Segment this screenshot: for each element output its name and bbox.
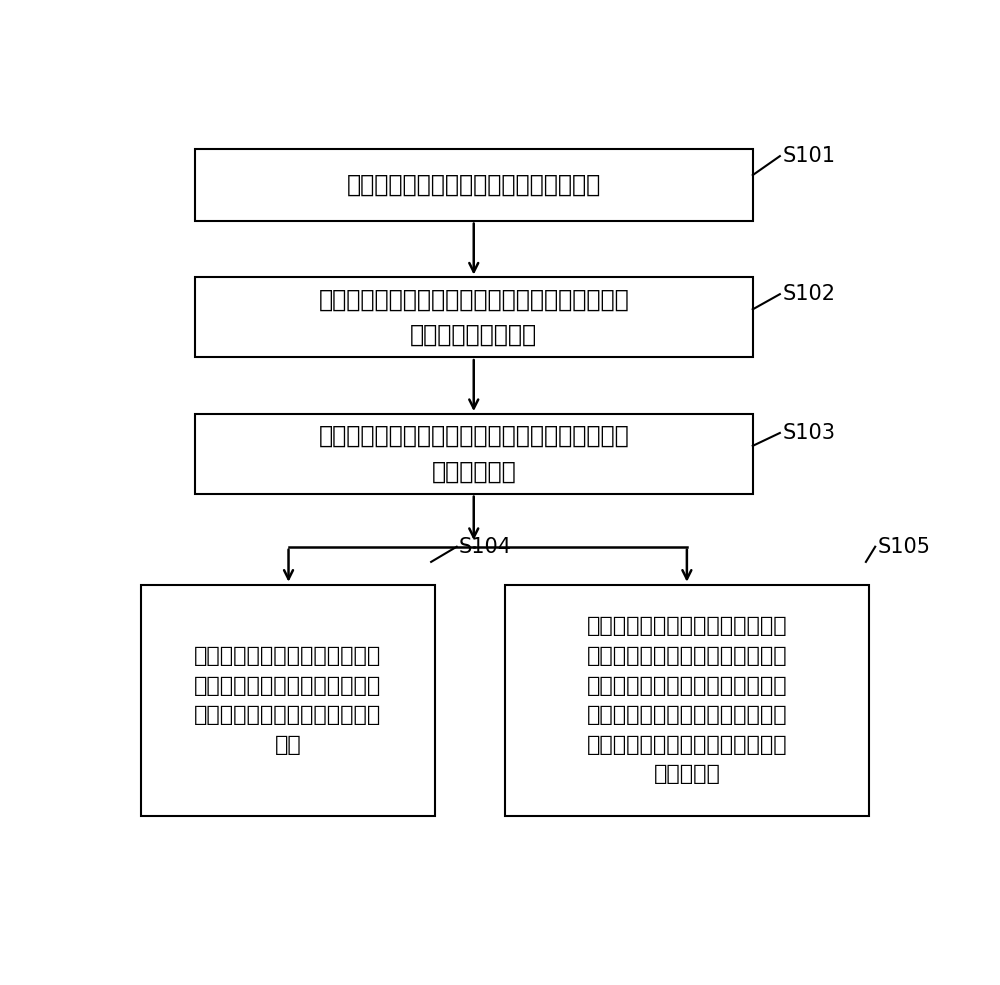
Text: S104: S104 — [459, 537, 512, 557]
FancyBboxPatch shape — [195, 414, 753, 493]
Text: S103: S103 — [782, 423, 835, 443]
Text: 在所述第一时间点之前为待发送的所述第一通信信
号执行空闲信道检测: 在所述第一时间点之前为待发送的所述第一通信信 号执行空闲信道检测 — [318, 288, 629, 347]
Text: 根据所述空闲信道检测的结果，确定出可发送信号
的第二时间点: 根据所述空闲信道检测的结果，确定出可发送信号 的第二时间点 — [318, 425, 629, 484]
Text: 确定在第一子帧中预先配置的第一时间点: 确定在第一子帧中预先配置的第一时间点 — [347, 172, 601, 197]
Text: S105: S105 — [878, 537, 931, 557]
FancyBboxPatch shape — [195, 278, 753, 358]
FancyBboxPatch shape — [505, 585, 869, 816]
Text: S102: S102 — [782, 284, 835, 304]
FancyBboxPatch shape — [195, 149, 753, 221]
Text: 如果所述第二时间点与所述第一
时间点的时刻相同，则从所述第
一时间点开始发送所述第一通信
信号: 如果所述第二时间点与所述第一 时间点的时刻相同，则从所述第 一时间点开始发送所述… — [194, 646, 381, 755]
Text: S101: S101 — [782, 146, 835, 166]
Text: 如果所述第二时间点在所述第一时
间点的时刻之前，则从所述第二时
间点开始到所述第一时间点结束的
时间段内发送信道占用信号，并且
从所述第一时间点开始发送所述第
: 如果所述第二时间点在所述第一时 间点的时刻之前，则从所述第二时 间点开始到所述第… — [587, 617, 787, 784]
FancyBboxPatch shape — [140, 585, 435, 816]
